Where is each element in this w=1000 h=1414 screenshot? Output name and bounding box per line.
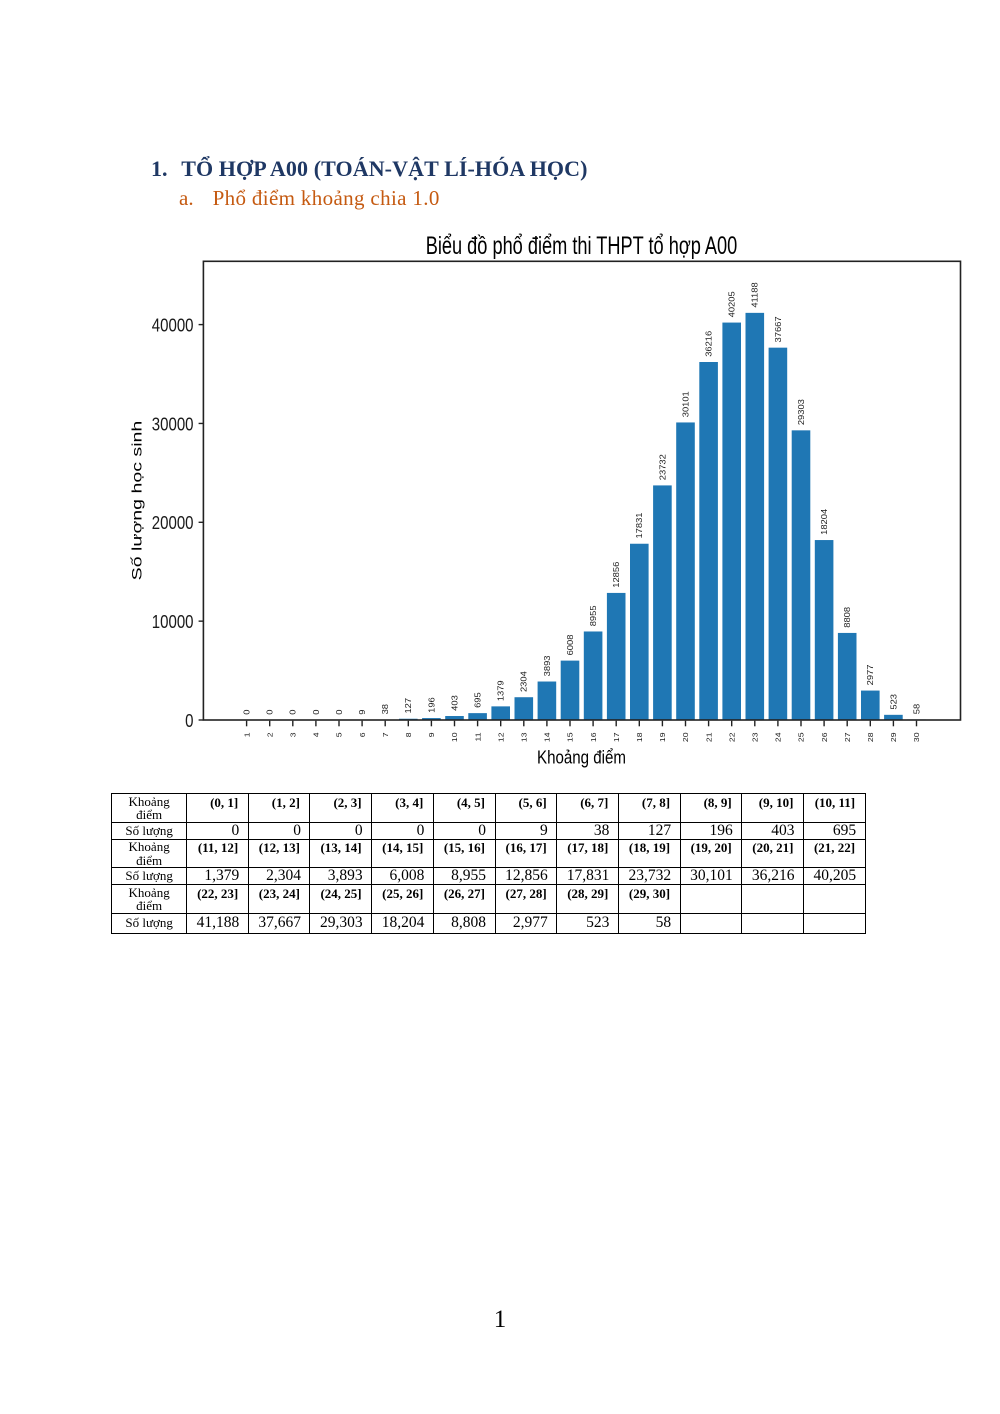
svg-text:17: 17 (613, 732, 621, 742)
svg-text:3: 3 (289, 732, 297, 737)
svg-text:1: 1 (243, 732, 251, 737)
svg-text:0: 0 (185, 710, 193, 731)
svg-text:29: 29 (890, 732, 898, 742)
svg-text:8: 8 (405, 732, 413, 737)
svg-text:2: 2 (266, 732, 274, 737)
svg-text:40000: 40000 (152, 315, 194, 336)
svg-text:0: 0 (335, 709, 344, 714)
svg-text:1379: 1379 (496, 680, 505, 701)
svg-text:26: 26 (820, 732, 828, 742)
svg-text:9: 9 (358, 709, 367, 714)
svg-text:0: 0 (312, 709, 321, 714)
svg-text:22: 22 (728, 732, 736, 742)
svg-text:4: 4 (312, 732, 320, 737)
svg-text:11: 11 (474, 732, 482, 742)
svg-text:0: 0 (288, 709, 297, 714)
svg-text:23732: 23732 (658, 454, 667, 480)
svg-text:Số lượng học sinh: Số lượng học sinh (129, 421, 144, 581)
svg-text:0: 0 (242, 709, 251, 714)
svg-text:8808: 8808 (843, 607, 852, 628)
svg-text:21: 21 (705, 732, 713, 742)
svg-text:37667: 37667 (774, 316, 783, 342)
svg-text:40205: 40205 (727, 291, 736, 317)
svg-text:23: 23 (751, 732, 759, 742)
svg-text:25: 25 (797, 732, 805, 742)
svg-text:2977: 2977 (866, 664, 875, 685)
svg-text:15: 15 (566, 732, 574, 742)
svg-text:14: 14 (543, 732, 551, 742)
svg-text:29303: 29303 (797, 399, 806, 425)
svg-text:3893: 3893 (543, 655, 552, 676)
svg-text:41188: 41188 (750, 282, 759, 308)
svg-text:18: 18 (636, 732, 644, 742)
svg-text:12856: 12856 (612, 561, 621, 587)
svg-text:24: 24 (774, 732, 782, 742)
svg-text:19: 19 (659, 732, 667, 742)
svg-text:6: 6 (358, 732, 366, 737)
svg-text:8955: 8955 (589, 605, 598, 626)
svg-text:16: 16 (589, 732, 597, 742)
svg-text:0: 0 (265, 709, 274, 714)
svg-text:523: 523 (889, 694, 898, 710)
svg-text:38: 38 (381, 704, 390, 715)
svg-text:196: 196 (427, 697, 436, 713)
svg-text:5: 5 (335, 732, 343, 737)
svg-text:20: 20 (682, 732, 690, 742)
svg-text:695: 695 (473, 692, 482, 708)
svg-text:403: 403 (450, 695, 459, 711)
svg-text:30: 30 (913, 732, 921, 742)
svg-text:Khoảng điểm: Khoảng điểm (537, 747, 626, 768)
svg-text:36216: 36216 (704, 331, 713, 357)
svg-text:30000: 30000 (152, 414, 194, 435)
svg-text:12: 12 (497, 732, 505, 742)
svg-text:10000: 10000 (152, 611, 194, 632)
svg-text:127: 127 (404, 698, 413, 714)
svg-text:13: 13 (520, 732, 528, 742)
svg-text:10: 10 (451, 732, 459, 742)
svg-text:7: 7 (382, 732, 390, 737)
svg-text:30101: 30101 (681, 391, 690, 417)
svg-text:27: 27 (844, 732, 852, 742)
svg-text:58: 58 (912, 704, 921, 715)
svg-text:2304: 2304 (519, 671, 528, 692)
svg-text:17831: 17831 (635, 512, 644, 538)
svg-text:Biểu đồ phổ điểm thi THPT tổ h: Biểu đồ phổ điểm thi THPT tổ hợp A00 (426, 231, 738, 259)
svg-text:9: 9 (428, 732, 436, 737)
svg-text:20000: 20000 (152, 513, 194, 534)
svg-text:18204: 18204 (820, 509, 829, 535)
svg-text:28: 28 (867, 732, 875, 742)
svg-text:6008: 6008 (566, 634, 575, 655)
